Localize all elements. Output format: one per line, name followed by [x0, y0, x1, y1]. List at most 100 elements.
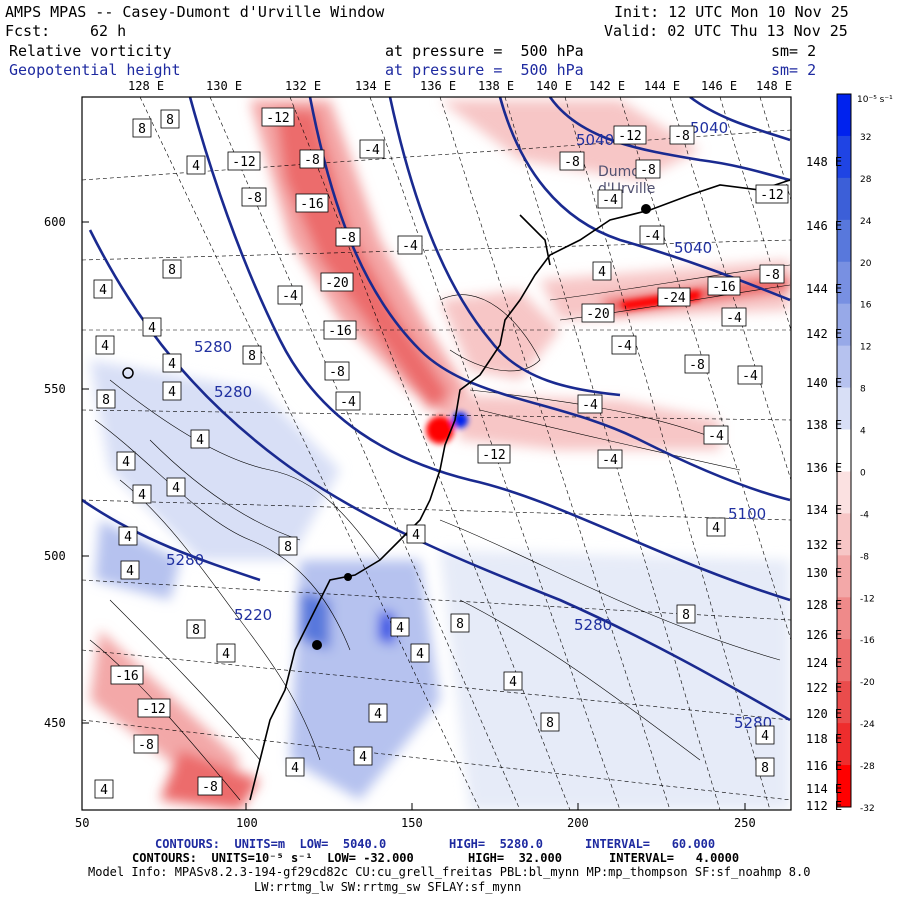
vorticity-label-text: -4	[602, 193, 618, 208]
x-axis-label: 100	[236, 816, 258, 830]
vorticity-label-positive: 4	[95, 335, 115, 355]
vorticity-label-positive: 4	[368, 703, 388, 723]
colorbar-swatch	[837, 219, 851, 263]
colorbar-swatch	[837, 177, 851, 221]
vorticity-label-text: 8	[456, 617, 464, 632]
height-label: 5280	[166, 551, 204, 569]
vorticity-label-text: 8	[546, 716, 554, 731]
vorticity-label-positive: 4	[120, 560, 140, 580]
vorticity-label-positive: 8	[540, 712, 560, 732]
vorticity-label-negative: -12	[755, 184, 789, 204]
vorticity-label-positive: 4	[706, 517, 726, 537]
station-marker	[344, 573, 352, 581]
colorbar-swatch	[837, 429, 851, 472]
colorbar-tick-label: 4	[860, 427, 866, 437]
vorticity-label-text: 8	[682, 608, 690, 623]
y-axis-label: 600	[44, 215, 66, 229]
vorticity-label-text: 4	[122, 455, 130, 470]
vorticity-label-text: 4	[192, 159, 200, 174]
vorticity-label-negative: -8	[635, 159, 661, 179]
vorticity-label-negative: -4	[721, 307, 747, 327]
height-label: 5220	[234, 606, 272, 624]
field2-pressure: at pressure = 500 hPa	[385, 61, 584, 79]
footer-model-info: Model Info: MPASv8.2.3-194-gf29cd82c CU:…	[88, 865, 811, 879]
vorticity-label-text: -12	[760, 188, 783, 203]
vorticity-label-negative: -8	[559, 151, 585, 171]
colorbar-tick-label: 0	[860, 468, 866, 478]
top-longitude-label: 146 E	[701, 79, 738, 93]
colorbar-swatch	[837, 135, 851, 179]
vorticity-label-text: 4	[168, 385, 176, 400]
vorticity-label-text: 8	[192, 623, 200, 638]
vorticity-label-text: 4	[509, 675, 517, 690]
field2-name: Geopotential height	[9, 61, 181, 79]
colorbar-swatch	[837, 681, 851, 724]
vorticity-label-text: -12	[266, 111, 289, 126]
vorticity-label-negative: -4	[397, 235, 423, 255]
right-longitude-label: 138 E	[806, 418, 843, 432]
vorticity-label-negative: -8	[241, 187, 267, 207]
height-label: 5280	[214, 383, 252, 401]
vorticity-label-text: -24	[662, 291, 686, 306]
vorticity-label-text: -8	[640, 163, 656, 178]
vorticity-label-positive: 4	[132, 484, 152, 504]
vorticity-label-positive: 8	[278, 536, 298, 556]
vorticity-label-text: -4	[582, 398, 598, 413]
right-longitude-label: 144 E	[806, 282, 843, 296]
top-longitude-label: 130 E	[206, 79, 243, 93]
vorticity-label-text: 4	[416, 647, 424, 662]
vorticity-label-negative: -16	[295, 193, 329, 213]
vorticity-label-negative: -20	[320, 272, 354, 292]
vorticity-label-text: 4	[222, 647, 230, 662]
vorticity-label-positive: 8	[162, 259, 182, 279]
vorticity-label-negative: -4	[737, 365, 763, 385]
vorticity-label-text: 4	[359, 750, 367, 765]
field1-pressure: at pressure = 500 hPa	[385, 42, 584, 60]
colorbar-swatch	[837, 94, 851, 137]
right-longitude-label: 142 E	[806, 327, 843, 341]
colorbar-swatch	[837, 387, 851, 431]
field1-smoothing: sm= 2	[771, 42, 817, 60]
colorbar-swatch	[837, 555, 851, 598]
height-label: 5100	[728, 505, 766, 523]
x-axis-label: 50	[75, 816, 90, 830]
vorticity-label-negative: -4	[703, 425, 729, 445]
vorticity-label-negative: -8	[197, 776, 223, 796]
vorticity-label-text: -8	[138, 738, 154, 753]
vorticity-label-positive: 4	[118, 526, 138, 546]
height-label: 5040	[576, 131, 614, 149]
top-longitude-label: 142 E	[589, 79, 626, 93]
vorticity-label-positive: 4	[93, 279, 113, 299]
vorticity-label-text: -4	[364, 143, 380, 158]
vorticity-label-negative: -16	[110, 665, 144, 685]
vorticity-label-text: 8	[284, 540, 292, 555]
top-longitude-label: 136 E	[420, 79, 457, 93]
vorticity-contour-labels: -12 -12 -8 -8 -16 -8 -4 -20 -16 -8 -4 -4 -4 -12 -8 -8 -8…	[93, 107, 789, 799]
right-longitude-label: 124 E	[806, 656, 843, 670]
height-label: 5040	[690, 119, 728, 137]
vorticity-label-text: 8	[102, 393, 110, 408]
vorticity-label-text: 4	[168, 357, 176, 372]
vorticity-label-positive: 8	[132, 118, 152, 138]
vorticity-label-negative: -12	[477, 444, 511, 464]
vorticity-label-negative: -12	[261, 107, 295, 127]
y-axis-label: 500	[44, 549, 66, 563]
footer-height-interval: INTERVAL= 60.000	[585, 837, 716, 851]
top-longitude-label: 134 E	[355, 79, 392, 93]
vorticity-label-text: -16	[115, 669, 138, 684]
vorticity-label-negative: -4	[611, 335, 637, 355]
vorticity-label-negative: -4	[597, 449, 623, 469]
colorbar-tick-label: -24	[860, 720, 875, 730]
vorticity-label-text: 8	[138, 122, 146, 137]
vorticity-label-text: -16	[300, 197, 323, 212]
vorticity-label-text: 8	[168, 263, 176, 278]
vorticity-label-negative: -12	[227, 151, 261, 171]
right-longitude-label: 148 E	[806, 155, 843, 169]
casey-station-marker	[312, 640, 322, 650]
footer-height-high: HIGH= 5280.0	[449, 837, 543, 851]
vorticity-label-positive: 4	[410, 643, 430, 663]
vorticity-label-text: 4	[374, 707, 382, 722]
colorbar-units: 10⁻⁵ s⁻¹	[857, 95, 893, 105]
right-longitude-label: 114 E	[806, 782, 843, 796]
vorticity-label-negative: -8	[299, 149, 325, 169]
